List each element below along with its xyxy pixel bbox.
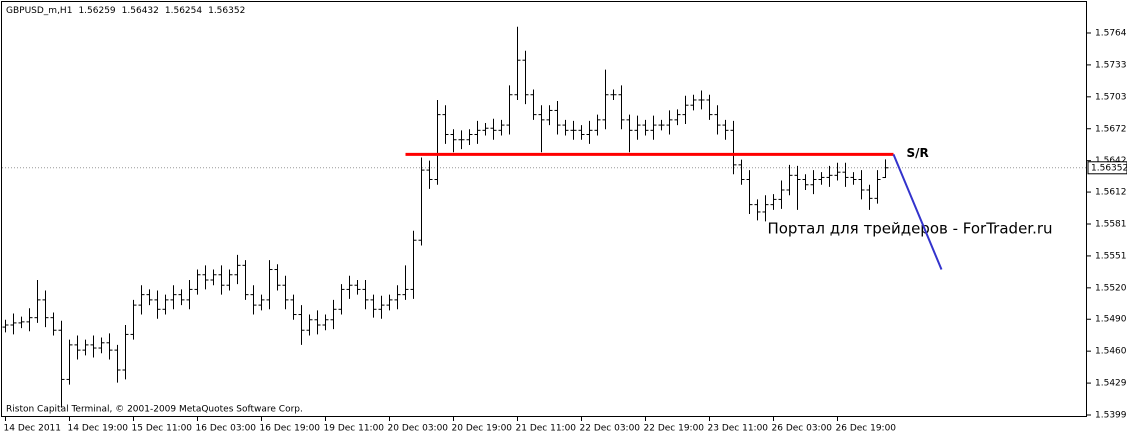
y-tick-label: 1.57335: [1095, 60, 1127, 70]
x-tick-label: 21 Dec 11:00: [516, 424, 577, 434]
watermark: Портал для трейдеров - ForTrader.ru: [767, 220, 1052, 238]
y-tick-label: 1.53990: [1095, 411, 1127, 421]
y-tick-label: 1.57030: [1095, 92, 1127, 102]
header-close: 1.56352: [208, 6, 245, 16]
y-tick-label: 1.54295: [1095, 379, 1127, 389]
y-tick-label: 1.54905: [1095, 315, 1127, 325]
y-tick-label: 1.55510: [1095, 251, 1127, 261]
header-high: 1.56432: [122, 6, 159, 16]
x-tick-label: 22 Dec 19:00: [644, 424, 705, 434]
y-tick-label: 1.56725: [1095, 124, 1127, 134]
x-tick-label: 20 Dec 03:00: [388, 424, 449, 434]
trend-line: [892, 154, 943, 270]
y-tick-label: 1.54600: [1095, 347, 1127, 357]
x-tick-label: 14 Dec 19:00: [68, 424, 129, 434]
x-tick-label: 14 Dec 2011: [4, 424, 62, 434]
x-tick-label: 23 Dec 11:00: [708, 424, 769, 434]
x-tick-label: 16 Dec 03:00: [196, 424, 257, 434]
x-tick-label: 15 Dec 11:00: [132, 424, 193, 434]
y-tick-label: 1.56120: [1095, 188, 1127, 198]
y-tick-label: 1.57640: [1095, 28, 1127, 38]
x-tick-label: 22 Dec 03:00: [580, 424, 641, 434]
sr-label: S/R: [907, 146, 929, 160]
footer: Riston Capital Terminal, © 2001-2009 Met…: [6, 405, 303, 415]
plot-frame: [1, 1, 1087, 417]
y-tick-label: 1.56420: [1095, 156, 1127, 166]
y-tick-label: 1.55815: [1095, 219, 1127, 229]
last-price-label: 1.56352: [1091, 163, 1127, 173]
header-low: 1.56254: [165, 6, 202, 16]
header: GBPUSD_m,H1 1.56259 1.56432 1.56254 1.56352: [6, 6, 245, 16]
x-tick-label: 19 Dec 11:00: [324, 424, 385, 434]
x-tick-label: 20 Dec 19:00: [452, 424, 513, 434]
x-tick-label: 26 Dec 03:00: [772, 424, 833, 434]
symbol: GBPUSD_m,H1: [6, 6, 72, 16]
x-tick-label: 16 Dec 19:00: [260, 424, 321, 434]
header-open: 1.56259: [78, 6, 115, 16]
y-tick-label: 1.55205: [1095, 283, 1127, 293]
last-price-box: [1087, 161, 1127, 175]
x-tick-label: 26 Dec 19:00: [836, 424, 897, 434]
